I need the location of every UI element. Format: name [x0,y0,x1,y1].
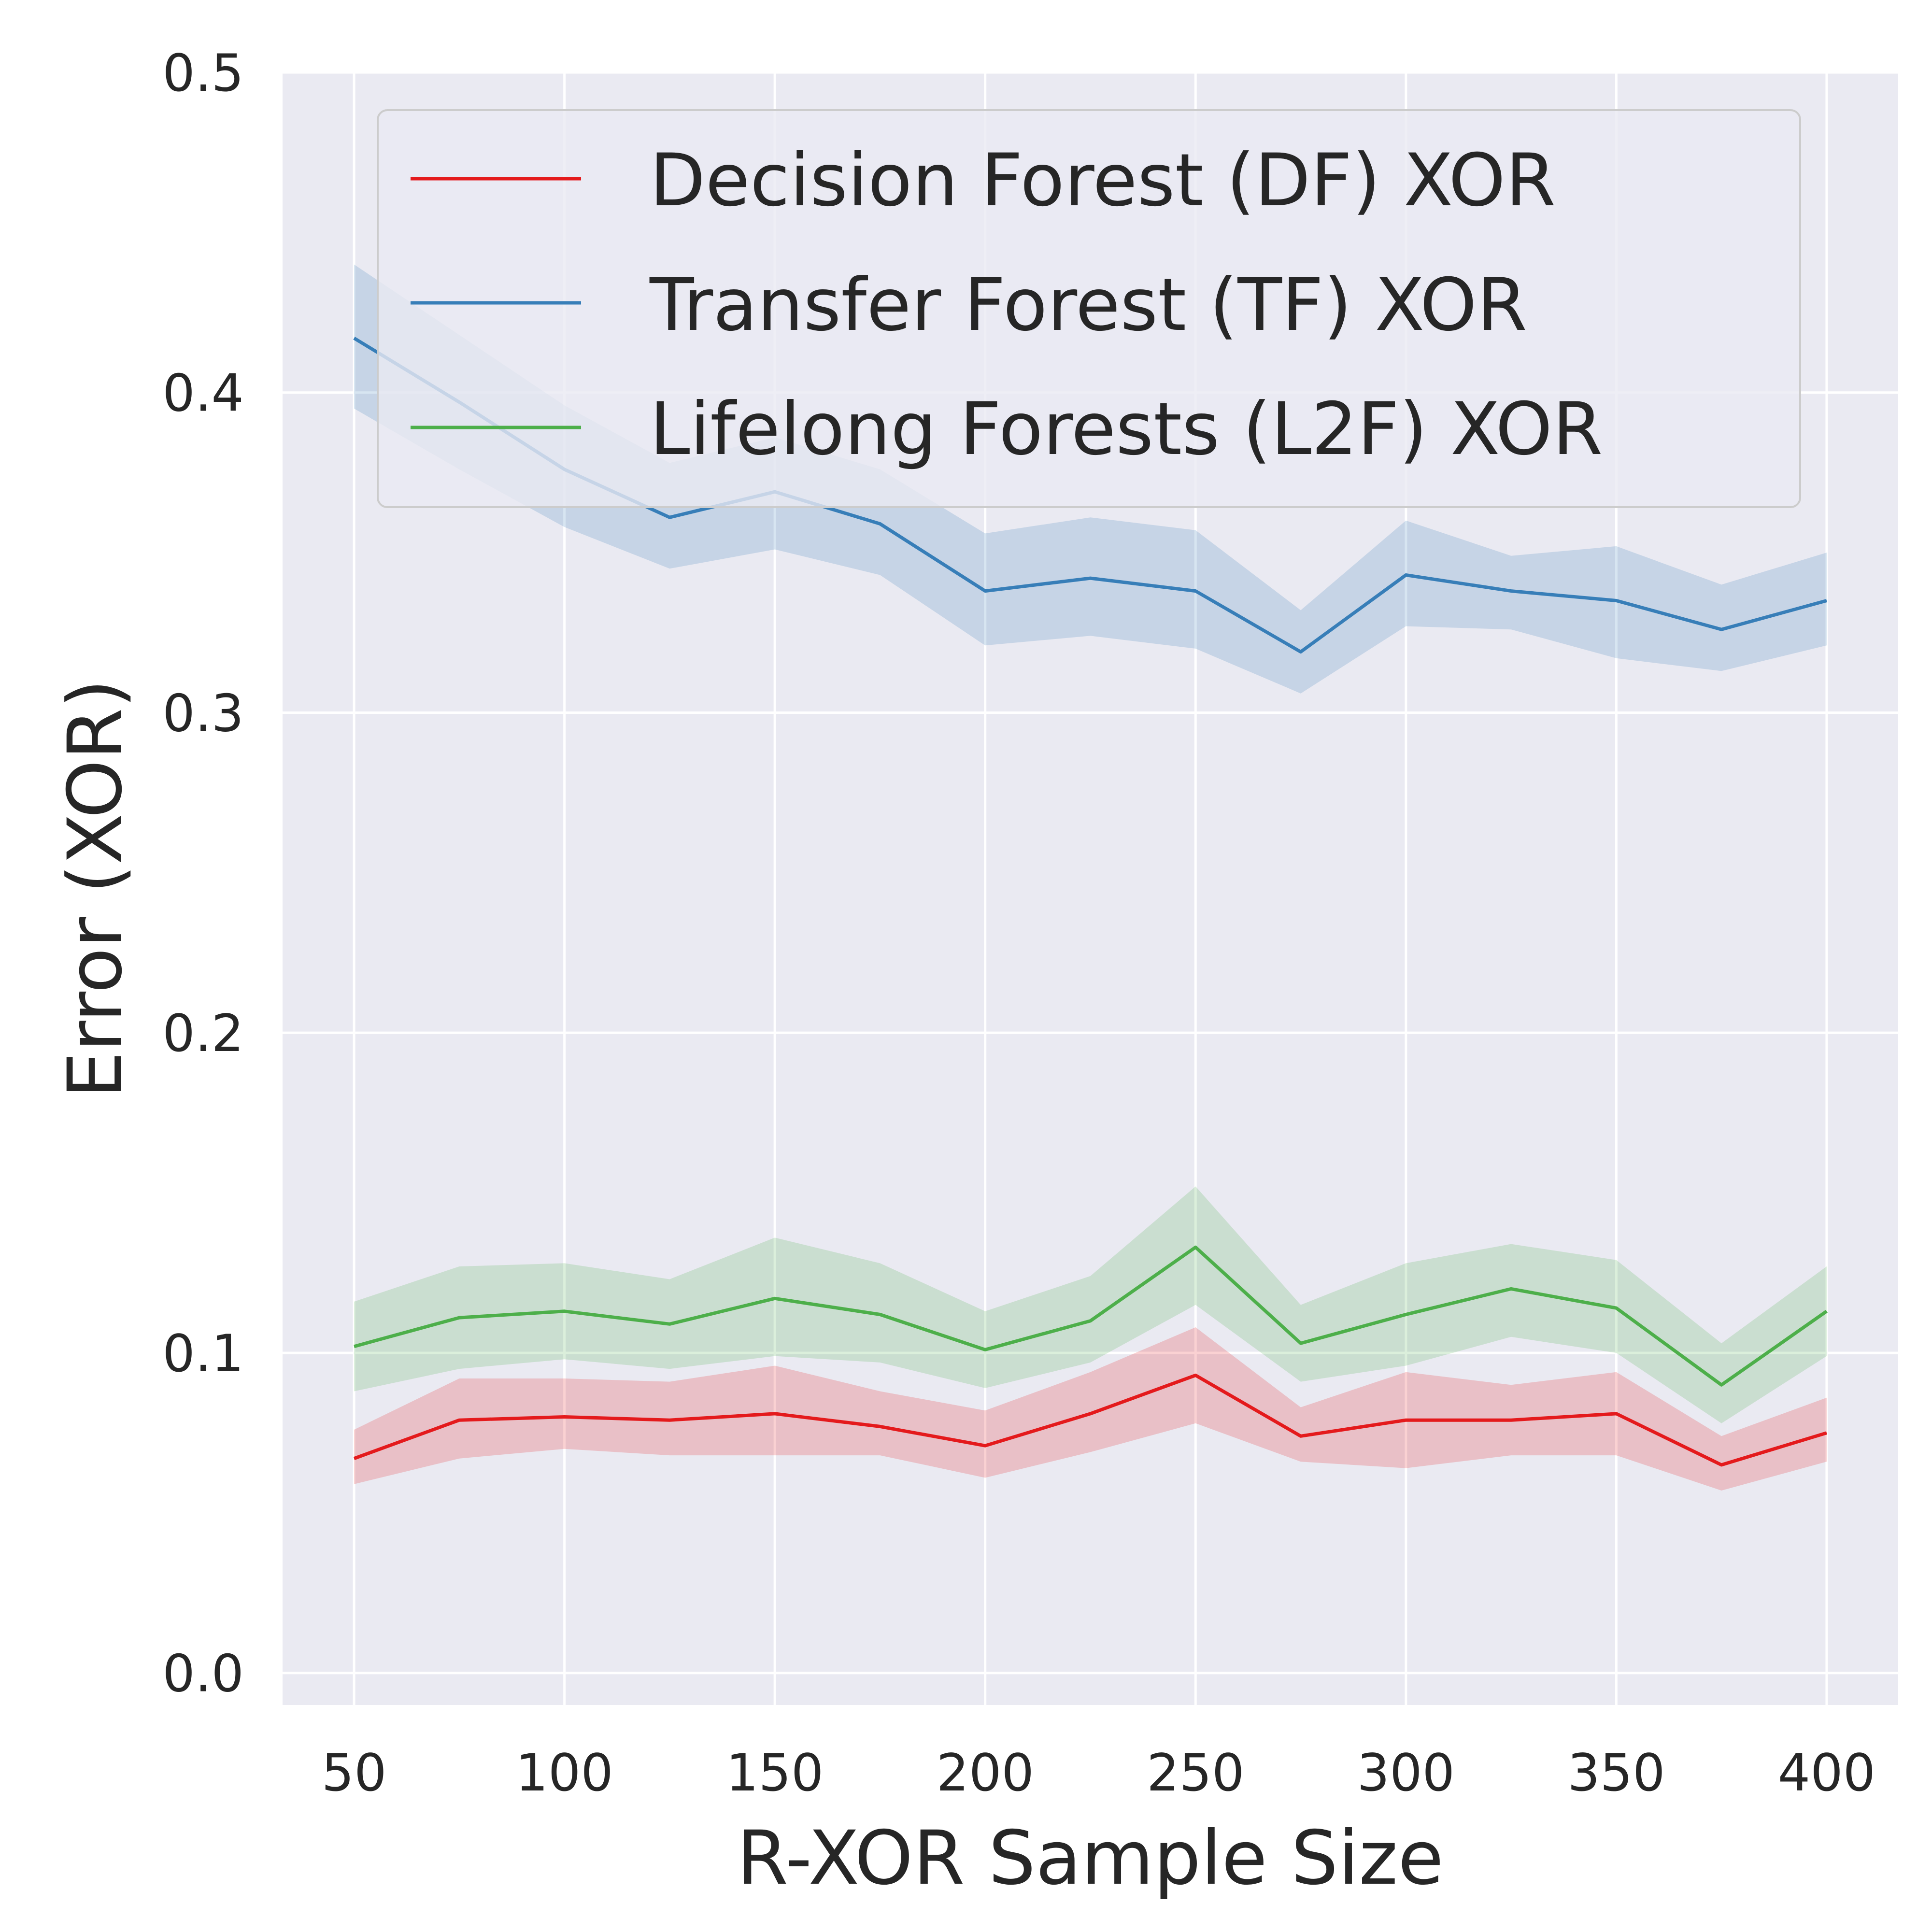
series-line-df [353,1373,1827,1467]
y-tick-label: 0.0 [162,1644,244,1704]
confidence-band-l2f [354,1186,1827,1423]
y-tick-label: 0.4 [162,364,244,423]
y-tick-labels: 0.0 0.1 0.2 0.3 0.4 0.5 [162,43,244,1704]
y-tick-label: 0.2 [162,1004,244,1063]
confidence-band-df [354,1327,1827,1491]
legend-label-tf: Transfer Forest (TF) XOR [649,263,1527,347]
y-axis-title: Error (XOR) [52,679,139,1098]
x-axis-title: R-XOR Sample Size [737,1815,1444,1902]
x-tick-label: 250 [1147,1743,1244,1803]
y-tick-label: 0.3 [162,683,244,743]
x-tick-label: 350 [1567,1743,1665,1803]
x-tick-label: 50 [322,1743,387,1803]
legend-frame [377,109,1801,508]
legend-label-l2f: Lifelong Forests (L2F) XOR [650,387,1603,471]
series-line-l2f [354,1245,1828,1387]
y-tick-label: 0.1 [162,1324,244,1383]
y-tick-label: 0.5 [162,43,244,103]
x-tick-label: 400 [1778,1743,1875,1803]
x-tick-label: 150 [726,1743,824,1803]
x-tick-label: 100 [515,1743,613,1803]
legend: Decision Forest (DF) XOR Transfer Forest… [377,109,1801,508]
confidence-band-tf [354,264,1827,694]
x-tick-label: 200 [937,1743,1034,1803]
legend-label-df: Decision Forest (DF) XOR [650,139,1556,223]
confidence-bands [354,264,1827,1491]
x-tick-labels: 50 100 150 200 250 300 350 400 [322,1743,1875,1803]
x-tick-label: 300 [1357,1743,1455,1803]
